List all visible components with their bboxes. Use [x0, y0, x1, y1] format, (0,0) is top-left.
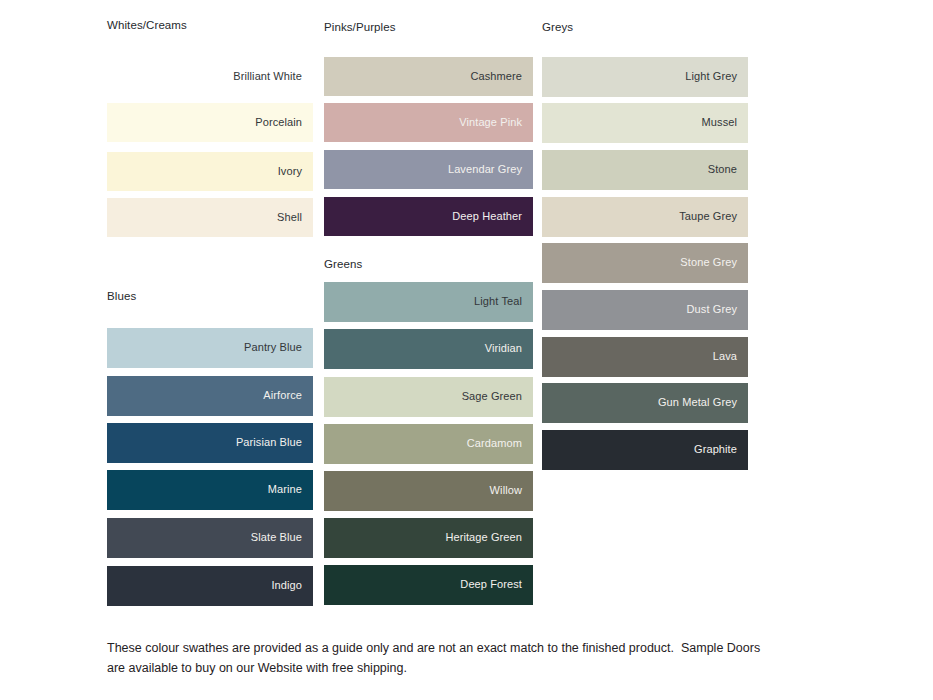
swatch-label-taupe-grey: Taupe Grey — [679, 210, 737, 222]
swatch-label-airforce: Airforce — [263, 389, 302, 401]
swatch-label-stone-grey: Stone Grey — [680, 256, 737, 268]
swatch-stone: Stone — [542, 150, 748, 190]
swatch-label-deep-heather: Deep Heather — [452, 210, 522, 222]
swatch-gun-metal-grey: Gun Metal Grey — [542, 383, 748, 423]
swatch-porcelain: Porcelain — [107, 103, 313, 142]
swatch-marine: Marine — [107, 470, 313, 510]
swatch-viridian: Viridian — [324, 329, 533, 369]
group-header-greens: Greens — [324, 258, 362, 270]
footer-disclaimer: These colour swathes are provided as a g… — [107, 638, 775, 678]
swatch-mussel: Mussel — [542, 103, 748, 143]
swatch-willow: Willow — [324, 471, 533, 511]
swatch-label-parisian-blue: Parisian Blue — [236, 436, 302, 448]
group-header-whites-creams: Whites/Creams — [107, 19, 187, 31]
swatch-light-teal: Light Teal — [324, 282, 533, 322]
swatch-indigo: Indigo — [107, 566, 313, 606]
swatch-label-graphite: Graphite — [694, 443, 737, 455]
swatch-label-stone: Stone — [708, 163, 737, 175]
colour-chart-board: These colour swathes are provided as a g… — [0, 0, 933, 700]
swatch-vintage-pink: Vintage Pink — [324, 103, 533, 142]
swatch-label-gun-metal-grey: Gun Metal Grey — [658, 396, 737, 408]
swatch-taupe-grey: Taupe Grey — [542, 197, 748, 237]
swatch-heritage-green: Heritage Green — [324, 518, 533, 558]
swatch-label-sage-green: Sage Green — [462, 390, 522, 402]
swatch-label-viridian: Viridian — [485, 342, 522, 354]
swatch-label-cardamom: Cardamom — [467, 437, 522, 449]
swatch-label-shell: Shell — [277, 211, 302, 223]
swatch-label-lava: Lava — [713, 350, 737, 362]
swatch-deep-forest: Deep Forest — [324, 565, 533, 605]
swatch-cashmere: Cashmere — [324, 57, 533, 96]
swatch-label-lavendar-grey: Lavendar Grey — [448, 163, 522, 175]
swatch-label-cashmere: Cashmere — [470, 70, 522, 82]
swatch-label-heritage-green: Heritage Green — [445, 531, 522, 543]
swatch-label-willow: Willow — [490, 484, 522, 496]
swatch-label-brilliant-white: Brilliant White — [233, 70, 302, 82]
swatch-pantry-blue: Pantry Blue — [107, 328, 313, 368]
group-header-pinks-purples: Pinks/Purples — [324, 21, 396, 33]
swatch-slate-blue: Slate Blue — [107, 518, 313, 558]
swatch-label-dust-grey: Dust Grey — [687, 303, 737, 315]
swatch-ivory: Ivory — [107, 152, 313, 191]
swatch-dust-grey: Dust Grey — [542, 290, 748, 330]
group-header-blues: Blues — [107, 290, 136, 302]
swatch-label-mussel: Mussel — [702, 116, 737, 128]
swatch-brilliant-white: Brilliant White — [107, 57, 313, 96]
swatch-label-light-grey: Light Grey — [685, 70, 737, 82]
swatch-graphite: Graphite — [542, 430, 748, 470]
swatch-parisian-blue: Parisian Blue — [107, 423, 313, 463]
group-header-greys: Greys — [542, 21, 573, 33]
swatch-cardamom: Cardamom — [324, 424, 533, 464]
swatch-shell: Shell — [107, 198, 313, 237]
swatch-deep-heather: Deep Heather — [324, 197, 533, 236]
swatch-label-marine: Marine — [268, 483, 302, 495]
swatch-airforce: Airforce — [107, 376, 313, 416]
swatch-stone-grey: Stone Grey — [542, 243, 748, 283]
swatch-label-ivory: Ivory — [278, 165, 302, 177]
swatch-label-slate-blue: Slate Blue — [251, 531, 302, 543]
swatch-label-pantry-blue: Pantry Blue — [244, 341, 302, 353]
swatch-label-indigo: Indigo — [271, 579, 302, 591]
swatch-label-porcelain: Porcelain — [255, 116, 302, 128]
swatch-sage-green: Sage Green — [324, 377, 533, 417]
swatch-lava: Lava — [542, 337, 748, 377]
swatch-label-light-teal: Light Teal — [474, 295, 522, 307]
swatch-lavendar-grey: Lavendar Grey — [324, 150, 533, 189]
swatch-light-grey: Light Grey — [542, 57, 748, 97]
swatch-label-deep-forest: Deep Forest — [460, 578, 522, 590]
swatch-label-vintage-pink: Vintage Pink — [459, 116, 522, 128]
